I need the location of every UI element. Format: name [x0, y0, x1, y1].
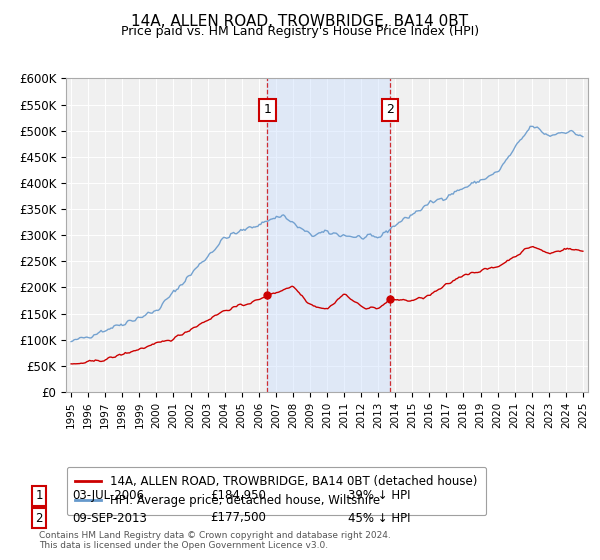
- Legend: 14A, ALLEN ROAD, TROWBRIDGE, BA14 0BT (detached house), HPI: Average price, deta: 14A, ALLEN ROAD, TROWBRIDGE, BA14 0BT (d…: [67, 467, 486, 515]
- Text: 2: 2: [386, 103, 394, 116]
- Text: £184,950: £184,950: [210, 489, 266, 502]
- Text: 03-JUL-2006: 03-JUL-2006: [72, 489, 144, 502]
- Text: 39% ↓ HPI: 39% ↓ HPI: [348, 489, 410, 502]
- Text: Price paid vs. HM Land Registry's House Price Index (HPI): Price paid vs. HM Land Registry's House …: [121, 25, 479, 38]
- Text: 45% ↓ HPI: 45% ↓ HPI: [348, 511, 410, 525]
- Text: 1: 1: [263, 103, 271, 116]
- Bar: [267, 78, 390, 392]
- Text: £177,500: £177,500: [210, 511, 266, 525]
- Text: 2: 2: [35, 511, 43, 525]
- Text: 09-SEP-2013: 09-SEP-2013: [72, 511, 147, 525]
- Text: 1: 1: [35, 489, 43, 502]
- Text: 14A, ALLEN ROAD, TROWBRIDGE, BA14 0BT: 14A, ALLEN ROAD, TROWBRIDGE, BA14 0BT: [131, 14, 469, 29]
- Text: Contains HM Land Registry data © Crown copyright and database right 2024.
This d: Contains HM Land Registry data © Crown c…: [39, 530, 391, 550]
